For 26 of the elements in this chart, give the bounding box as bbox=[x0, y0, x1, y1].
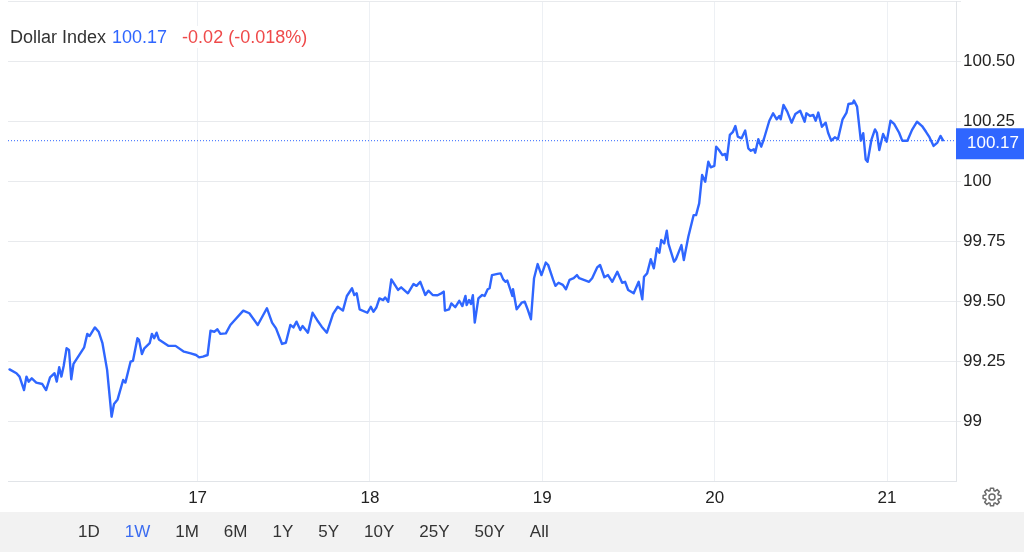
text: 1D bbox=[78, 522, 100, 542]
x-tick-label: 19 bbox=[532, 487, 552, 507]
ref-line-label: 100.17 bbox=[967, 133, 1019, 153]
y-tick-label: 99.75 bbox=[963, 230, 1006, 250]
text: 1M bbox=[175, 522, 199, 542]
annotation: 100.17 bbox=[112, 27, 168, 47]
y-tick-label: 99.25 bbox=[963, 350, 1006, 370]
text: 5Y bbox=[318, 522, 340, 542]
annotation: -0.02 (-0.018%) bbox=[182, 27, 308, 47]
y-tick-label: 100 bbox=[963, 170, 992, 190]
text: 6M bbox=[223, 522, 248, 542]
text: 1Y bbox=[272, 522, 294, 542]
x-tick-label: 17 bbox=[188, 487, 208, 507]
x-tick-label: 18 bbox=[360, 487, 380, 507]
text: 10Y bbox=[364, 522, 395, 542]
text: 25Y bbox=[419, 522, 450, 542]
text: 1W bbox=[124, 522, 151, 542]
text: 50Y bbox=[474, 522, 505, 542]
y-tick-label: 100.50 bbox=[963, 50, 1015, 70]
y-tick-label: 100.25 bbox=[963, 110, 1015, 130]
x-tick-label: 20 bbox=[705, 487, 725, 507]
y-tick-label: 99.50 bbox=[963, 290, 1006, 310]
text: Dollar Index bbox=[10, 27, 107, 47]
x-tick-label: 21 bbox=[877, 487, 897, 507]
text: All bbox=[529, 522, 549, 542]
y-tick-label: 99 bbox=[963, 410, 982, 430]
